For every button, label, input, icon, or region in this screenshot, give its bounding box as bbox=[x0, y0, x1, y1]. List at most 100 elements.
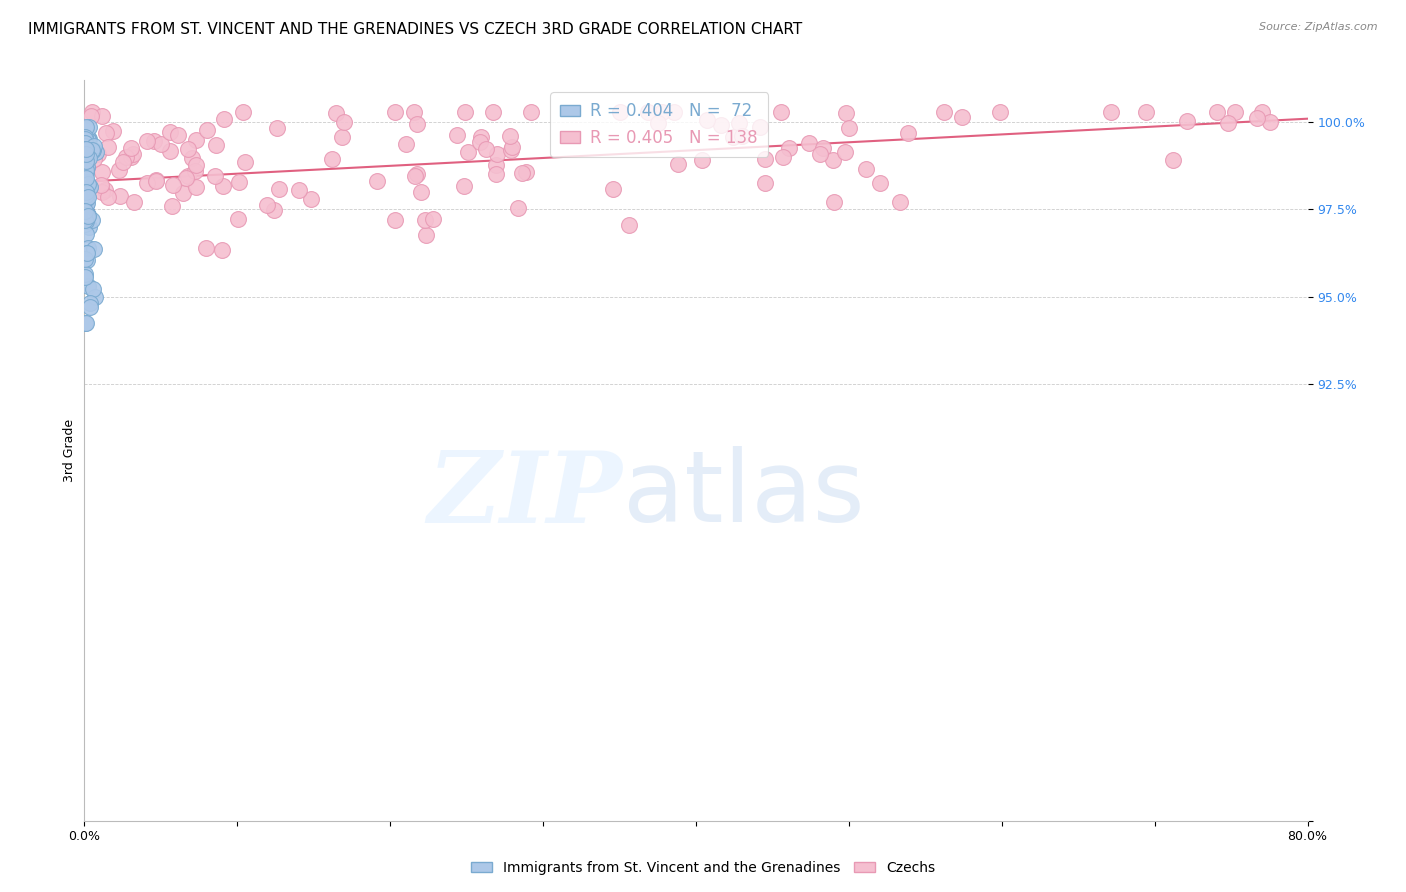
Point bbox=[76, 160, 98, 174]
Point bbox=[120, 141, 142, 155]
Point bbox=[330, 130, 353, 145]
Point bbox=[75, 144, 97, 158]
Point bbox=[501, 143, 523, 157]
Point bbox=[1258, 115, 1281, 129]
Point bbox=[159, 125, 181, 139]
Point bbox=[482, 104, 505, 119]
Point bbox=[73, 267, 96, 281]
Point bbox=[76, 279, 98, 293]
Point bbox=[813, 141, 835, 155]
Point bbox=[181, 151, 204, 165]
Point bbox=[457, 145, 479, 160]
Point bbox=[96, 127, 118, 141]
Point bbox=[73, 136, 96, 150]
Text: atlas: atlas bbox=[623, 446, 865, 543]
Point bbox=[73, 130, 96, 145]
Point bbox=[228, 175, 250, 189]
Point bbox=[75, 217, 97, 231]
Point bbox=[186, 158, 208, 172]
Text: IMMIGRANTS FROM ST. VINCENT AND THE GRENADINES VS CZECH 3RD GRADE CORRELATION CH: IMMIGRANTS FROM ST. VINCENT AND THE GREN… bbox=[28, 22, 803, 37]
Point bbox=[76, 195, 98, 210]
Point bbox=[1099, 104, 1122, 119]
Point bbox=[468, 135, 491, 149]
Point bbox=[195, 123, 218, 137]
Point bbox=[233, 155, 256, 169]
Point bbox=[932, 104, 955, 119]
Point bbox=[79, 180, 101, 194]
Point bbox=[75, 142, 97, 156]
Point bbox=[728, 116, 751, 130]
Point bbox=[204, 137, 226, 152]
Point bbox=[988, 104, 1011, 119]
Point bbox=[772, 150, 794, 164]
Point bbox=[366, 173, 388, 187]
Point bbox=[510, 166, 533, 180]
Point bbox=[446, 128, 468, 142]
Legend: Immigrants from St. Vincent and the Grenadines, Czechs: Immigrants from St. Vincent and the Gren… bbox=[465, 855, 941, 880]
Point bbox=[897, 126, 920, 140]
Text: Source: ZipAtlas.com: Source: ZipAtlas.com bbox=[1260, 22, 1378, 32]
Point bbox=[75, 214, 97, 228]
Point bbox=[76, 137, 98, 152]
Point bbox=[83, 290, 105, 304]
Point bbox=[160, 199, 183, 213]
Point bbox=[83, 242, 105, 256]
Point bbox=[162, 178, 184, 192]
Point bbox=[778, 141, 800, 155]
Point bbox=[411, 185, 433, 199]
Point bbox=[145, 173, 167, 187]
Point bbox=[501, 140, 523, 154]
Point bbox=[520, 104, 543, 119]
Point bbox=[75, 138, 97, 153]
Point bbox=[115, 150, 138, 164]
Point bbox=[75, 316, 97, 330]
Point bbox=[77, 151, 100, 165]
Point bbox=[97, 189, 120, 203]
Point bbox=[402, 104, 425, 119]
Point bbox=[75, 121, 97, 136]
Point bbox=[75, 166, 97, 180]
Point bbox=[76, 245, 98, 260]
Point bbox=[384, 104, 406, 119]
Y-axis label: 3rd Grade: 3rd Grade bbox=[63, 419, 76, 482]
Point bbox=[475, 142, 498, 156]
Point bbox=[172, 186, 194, 200]
Point bbox=[186, 180, 208, 194]
Point bbox=[73, 143, 96, 157]
Point bbox=[1206, 104, 1229, 119]
Point bbox=[77, 132, 100, 146]
Point bbox=[485, 158, 508, 172]
Point bbox=[73, 138, 96, 153]
Point bbox=[889, 194, 911, 209]
Point bbox=[75, 188, 97, 202]
Point bbox=[76, 133, 98, 147]
Point bbox=[80, 109, 103, 123]
Point bbox=[453, 179, 475, 194]
Point bbox=[749, 120, 772, 134]
Point bbox=[484, 167, 506, 181]
Point bbox=[184, 133, 207, 147]
Point bbox=[183, 163, 205, 178]
Point bbox=[75, 170, 97, 185]
Point bbox=[204, 169, 226, 183]
Point bbox=[1216, 116, 1239, 130]
Point bbox=[404, 169, 426, 183]
Point bbox=[75, 213, 97, 227]
Point bbox=[664, 104, 686, 119]
Point bbox=[111, 155, 134, 169]
Point bbox=[76, 177, 98, 191]
Point bbox=[73, 203, 96, 218]
Point bbox=[150, 136, 173, 151]
Point bbox=[75, 170, 97, 185]
Point bbox=[212, 179, 235, 194]
Point bbox=[79, 300, 101, 314]
Point bbox=[413, 213, 436, 227]
Point bbox=[120, 150, 142, 164]
Point bbox=[950, 110, 973, 124]
Point bbox=[77, 240, 100, 254]
Point bbox=[83, 139, 105, 153]
Point bbox=[422, 211, 444, 226]
Point bbox=[77, 208, 100, 222]
Point bbox=[823, 195, 845, 210]
Point bbox=[91, 109, 114, 123]
